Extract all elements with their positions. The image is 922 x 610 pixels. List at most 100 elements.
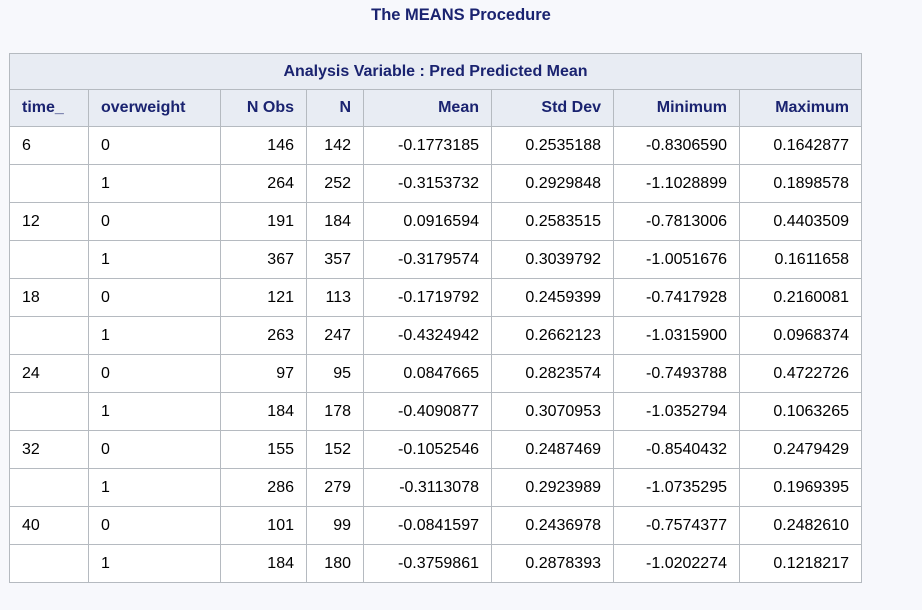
cell-mean: -0.1052546: [363, 430, 492, 469]
cell-stddev: 0.2459399: [491, 278, 614, 317]
col-header-nobs: N Obs: [220, 89, 307, 127]
cell-stddev: 0.2436978: [491, 506, 614, 545]
cell-min: -1.0051676: [613, 240, 740, 279]
cell-time: 12: [9, 202, 89, 241]
cell-min: -0.7417928: [613, 278, 740, 317]
cell-stddev: 0.3039792: [491, 240, 614, 279]
cell-n: 180: [306, 544, 364, 583]
cell-overweight: 0: [88, 202, 221, 241]
cell-min: -0.8540432: [613, 430, 740, 469]
cell-mean: -0.4324942: [363, 316, 492, 355]
cell-stddev: 0.2878393: [491, 544, 614, 583]
cell-overweight: 0: [88, 278, 221, 317]
cell-nobs: 264: [220, 164, 307, 203]
cell-max: 0.4403509: [739, 202, 862, 241]
col-header-stddev: Std Dev: [491, 89, 614, 127]
cell-overweight: 1: [88, 164, 221, 203]
cell-max: 0.1642877: [739, 126, 862, 165]
cell-n: 252: [306, 164, 364, 203]
table-row: 1 263 247 -0.4324942 0.2662123 -1.031590…: [9, 316, 862, 355]
cell-nobs: 146: [220, 126, 307, 165]
cell-max: 0.2160081: [739, 278, 862, 317]
cell-time: 24: [9, 354, 89, 393]
col-header-maximum: Maximum: [739, 89, 862, 127]
table-header-row: time_ overweight N Obs N Mean Std Dev Mi…: [9, 89, 862, 127]
cell-nobs: 286: [220, 468, 307, 507]
cell-stddev: 0.2662123: [491, 316, 614, 355]
cell-nobs: 97: [220, 354, 307, 393]
cell-overweight: 0: [88, 430, 221, 469]
cell-nobs: 101: [220, 506, 307, 545]
page-title: The MEANS Procedure: [371, 6, 551, 24]
cell-time: [9, 392, 89, 431]
col-header-overweight: overweight: [88, 89, 221, 127]
cell-nobs: 184: [220, 544, 307, 583]
cell-n: 178: [306, 392, 364, 431]
cell-mean: 0.0847665: [363, 354, 492, 393]
table-caption-row: Analysis Variable : Pred Predicted Mean: [9, 53, 862, 90]
cell-mean: -0.1773185: [363, 126, 492, 165]
cell-n: 279: [306, 468, 364, 507]
cell-n: 357: [306, 240, 364, 279]
table-row: 1 184 180 -0.3759861 0.2878393 -1.020227…: [9, 544, 862, 583]
cell-min: -0.7574377: [613, 506, 740, 545]
cell-n: 152: [306, 430, 364, 469]
cell-overweight: 1: [88, 316, 221, 355]
cell-time: 6: [9, 126, 89, 165]
cell-nobs: 184: [220, 392, 307, 431]
cell-overweight: 0: [88, 506, 221, 545]
table-caption: Analysis Variable : Pred Predicted Mean: [9, 53, 862, 90]
table-row: 40 0 101 99 -0.0841597 0.2436978 -0.7574…: [9, 506, 862, 545]
cell-time: 40: [9, 506, 89, 545]
cell-n: 99: [306, 506, 364, 545]
cell-time: 32: [9, 430, 89, 469]
cell-overweight: 0: [88, 126, 221, 165]
cell-overweight: 1: [88, 240, 221, 279]
cell-nobs: 263: [220, 316, 307, 355]
cell-overweight: 1: [88, 392, 221, 431]
table-row: 24 0 97 95 0.0847665 0.2823574 -0.749378…: [9, 354, 862, 393]
cell-max: 0.0968374: [739, 316, 862, 355]
cell-min: -0.8306590: [613, 126, 740, 165]
cell-stddev: 0.2923989: [491, 468, 614, 507]
cell-max: 0.1969395: [739, 468, 862, 507]
cell-mean: -0.3153732: [363, 164, 492, 203]
cell-time: [9, 544, 89, 583]
table-row: 1 264 252 -0.3153732 0.2929848 -1.102889…: [9, 164, 862, 203]
col-header-time: time_: [9, 89, 89, 127]
cell-time: [9, 164, 89, 203]
cell-stddev: 0.2535188: [491, 126, 614, 165]
cell-n: 247: [306, 316, 364, 355]
cell-stddev: 0.2487469: [491, 430, 614, 469]
cell-nobs: 121: [220, 278, 307, 317]
cell-min: -0.7813006: [613, 202, 740, 241]
cell-overweight: 1: [88, 544, 221, 583]
cell-nobs: 155: [220, 430, 307, 469]
cell-n: 184: [306, 202, 364, 241]
cell-min: -0.7493788: [613, 354, 740, 393]
col-header-n: N: [306, 89, 364, 127]
cell-stddev: 0.2929848: [491, 164, 614, 203]
cell-overweight: 1: [88, 468, 221, 507]
col-header-mean: Mean: [363, 89, 492, 127]
cell-max: 0.1063265: [739, 392, 862, 431]
cell-stddev: 0.2583515: [491, 202, 614, 241]
cell-mean: -0.0841597: [363, 506, 492, 545]
cell-time: 18: [9, 278, 89, 317]
cell-time: [9, 468, 89, 507]
cell-max: 0.4722726: [739, 354, 862, 393]
cell-mean: -0.3759861: [363, 544, 492, 583]
cell-mean: 0.0916594: [363, 202, 492, 241]
cell-mean: -0.3179574: [363, 240, 492, 279]
table-row: 1 286 279 -0.3113078 0.2923989 -1.073529…: [9, 468, 862, 507]
cell-min: -1.0202274: [613, 544, 740, 583]
cell-min: -1.0352794: [613, 392, 740, 431]
cell-mean: -0.4090877: [363, 392, 492, 431]
cell-max: 0.1218217: [739, 544, 862, 583]
cell-min: -1.1028899: [613, 164, 740, 203]
cell-nobs: 367: [220, 240, 307, 279]
cell-stddev: 0.2823574: [491, 354, 614, 393]
cell-time: [9, 316, 89, 355]
cell-n: 95: [306, 354, 364, 393]
